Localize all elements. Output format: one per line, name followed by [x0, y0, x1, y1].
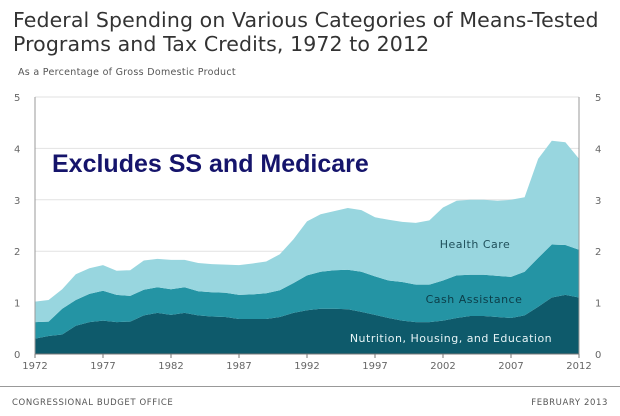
y-tick-label-left: 1 — [14, 299, 20, 310]
y-tick-label-right: 2 — [595, 247, 601, 258]
y-tick-label-right: 1 — [595, 299, 601, 310]
x-tick-label: 1972 — [22, 361, 47, 372]
series-label: Nutrition, Housing, and Education — [350, 332, 552, 345]
x-tick-label: 1977 — [90, 361, 115, 372]
area-nutrition — [35, 294, 579, 354]
y-tick-label-right: 4 — [595, 144, 601, 155]
y-tick-label-right: 5 — [595, 93, 601, 104]
x-tick-label: 2002 — [430, 361, 455, 372]
x-tick-label: 1982 — [158, 361, 183, 372]
x-tick-label: 1987 — [226, 361, 251, 372]
axes: 0 0 1 1 2 2 3 3 4 4 5 5 1972 1977 1982 1987 1992 1997 2002… — [14, 93, 601, 372]
chart-annotation: Excludes SS and Medicare — [52, 150, 369, 178]
y-tick-label-left: 2 — [14, 247, 20, 258]
x-tick-label: 1997 — [362, 361, 387, 372]
series-labels: Nutrition, Housing, and Education Cash As… — [350, 238, 552, 345]
area-cash-assistance — [35, 244, 579, 339]
area-chart: 0 0 1 1 2 2 3 3 4 4 5 5 1972 1977 1982 1987 1992 1997 2002… — [14, 93, 601, 372]
y-tick-label-left: 3 — [14, 196, 20, 207]
y-tick-label-left: 5 — [14, 93, 20, 104]
chart-subtitle: As a Percentage of Gross Domestic Produc… — [18, 67, 236, 78]
footer-source: CONGRESSIONAL BUDGET OFFICE — [12, 398, 174, 408]
y-tick-label-left: 0 — [14, 350, 20, 361]
y-tick-label-left: 4 — [14, 144, 20, 155]
chart-title-line-2: Programs and Tax Credits, 1972 to 2012 — [13, 32, 430, 56]
x-tick-label: 2012 — [566, 361, 591, 372]
x-tick-label: 1992 — [294, 361, 319, 372]
stacked-areas — [35, 140, 579, 354]
series-label: Health Care — [440, 238, 511, 251]
x-tick-label: 2007 — [498, 361, 523, 372]
y-tick-label-right: 0 — [595, 350, 601, 361]
series-label: Cash Assistance — [426, 293, 523, 306]
footer-date: FEBRUARY 2013 — [531, 398, 608, 408]
chart-title-line-1: Federal Spending on Various Categories o… — [13, 8, 599, 32]
y-tick-label-right: 3 — [595, 196, 601, 207]
footer: CONGRESSIONAL BUDGET OFFICE FEBRUARY 201… — [0, 386, 620, 416]
chart-title: Federal Spending on Various Categories o… — [13, 8, 599, 56]
area-health-care — [35, 140, 579, 323]
